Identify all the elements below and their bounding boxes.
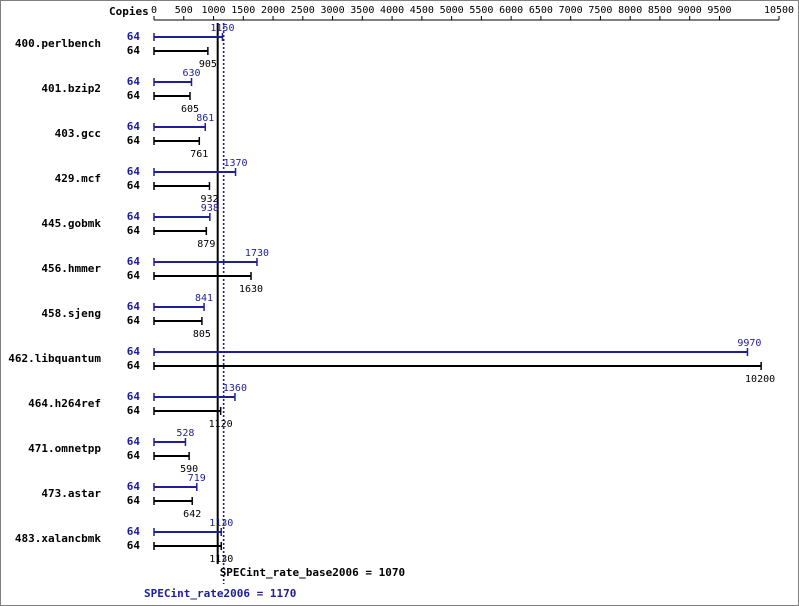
benchmark-label: 464.h264ref [28, 397, 101, 410]
base-copies-label: 64 [127, 494, 141, 507]
benchmark-label: 471.omnetpp [28, 442, 101, 455]
base-copies-label: 64 [127, 359, 141, 372]
x-tick-label: 2000 [261, 5, 285, 16]
base-value-label: 590 [180, 464, 198, 475]
benchmark-label: 458.sjeng [41, 307, 101, 320]
x-tick-label: 1000 [201, 5, 225, 16]
peak-value-label: 1360 [223, 383, 247, 394]
benchmark-label: 429.mcf [55, 172, 101, 185]
peak-value-label: 1370 [224, 158, 248, 169]
base-copies-label: 64 [127, 269, 141, 282]
base-value-label: 642 [183, 509, 201, 520]
peak-value-label: 1150 [210, 23, 234, 34]
peak-copies-label: 64 [127, 390, 141, 403]
base-value-label: 761 [190, 149, 208, 160]
base-value-label: 879 [197, 239, 215, 250]
x-tick-label: 7500 [588, 5, 612, 16]
base-value-label: 905 [199, 59, 217, 70]
x-tick-label: 0 [151, 5, 157, 16]
peak-copies-label: 64 [127, 480, 141, 493]
peak-reference-label: SPECint_rate2006 = 1170 [144, 587, 296, 600]
x-tick-label: 10500 [764, 5, 794, 16]
benchmark-label: 473.astar [41, 487, 101, 500]
x-tick-label: 3500 [350, 5, 374, 16]
x-tick-label: 4000 [380, 5, 404, 16]
x-tick-label: 3000 [321, 5, 345, 16]
peak-copies-label: 64 [127, 75, 141, 88]
benchmark-label: 483.xalancbmk [15, 532, 101, 545]
x-tick-label: 4500 [410, 5, 434, 16]
peak-copies-label: 64 [127, 120, 141, 133]
base-copies-label: 64 [127, 449, 141, 462]
peak-value-label: 528 [176, 428, 194, 439]
peak-copies-label: 64 [127, 525, 141, 538]
peak-copies-label: 64 [127, 345, 141, 358]
peak-value-label: 841 [195, 293, 213, 304]
base-value-label: 10200 [745, 374, 775, 385]
base-copies-label: 64 [127, 404, 141, 417]
peak-copies-label: 64 [127, 165, 141, 178]
base-copies-label: 64 [127, 89, 141, 102]
peak-value-label: 719 [188, 473, 206, 484]
peak-value-label: 630 [182, 68, 200, 79]
x-tick-label: 9000 [678, 5, 702, 16]
peak-value-label: 1730 [245, 248, 269, 259]
base-value-label: 805 [193, 329, 211, 340]
peak-copies-label: 64 [127, 300, 141, 313]
benchmark-label: 462.libquantum [8, 352, 101, 365]
benchmark-label: 403.gcc [55, 127, 101, 140]
base-value-label: 1120 [209, 419, 233, 430]
base-value-label: 1130 [209, 554, 233, 565]
benchmark-label: 401.bzip2 [41, 82, 101, 95]
x-tick-label: 5500 [469, 5, 493, 16]
peak-value-label: 938 [201, 203, 219, 214]
x-tick-label: 8000 [618, 5, 642, 16]
base-copies-label: 64 [127, 179, 141, 192]
x-tick-label: 9500 [707, 5, 731, 16]
x-tick-label: 500 [175, 5, 193, 16]
base-copies-label: 64 [127, 134, 141, 147]
copies-axis-label: Copies [109, 5, 149, 18]
base-reference-label: SPECint_rate_base2006 = 1070 [220, 566, 405, 579]
x-tick-label: 8500 [648, 5, 672, 16]
base-copies-label: 64 [127, 44, 141, 57]
benchmark-label: 400.perlbench [15, 37, 101, 50]
peak-copies-label: 64 [127, 30, 141, 43]
peak-copies-label: 64 [127, 255, 141, 268]
peak-copies-label: 64 [127, 435, 141, 448]
base-copies-label: 64 [127, 314, 141, 327]
base-value-label: 932 [200, 194, 218, 205]
base-value-label: 605 [181, 104, 199, 115]
benchmark-label: 445.gobmk [41, 217, 101, 230]
peak-value-label: 9970 [737, 338, 761, 349]
x-tick-label: 2500 [291, 5, 315, 16]
x-tick-label: 1500 [231, 5, 255, 16]
peak-value-label: 1130 [209, 518, 233, 529]
base-copies-label: 64 [127, 224, 141, 237]
peak-value-label: 861 [196, 113, 214, 124]
x-tick-label: 7000 [559, 5, 583, 16]
benchmark-label: 456.hmmer [41, 262, 101, 275]
peak-copies-label: 64 [127, 210, 141, 223]
x-tick-label: 5000 [440, 5, 464, 16]
base-value-label: 1630 [239, 284, 263, 295]
base-copies-label: 64 [127, 539, 141, 552]
x-tick-label: 6500 [529, 5, 553, 16]
x-tick-label: 6000 [499, 5, 523, 16]
